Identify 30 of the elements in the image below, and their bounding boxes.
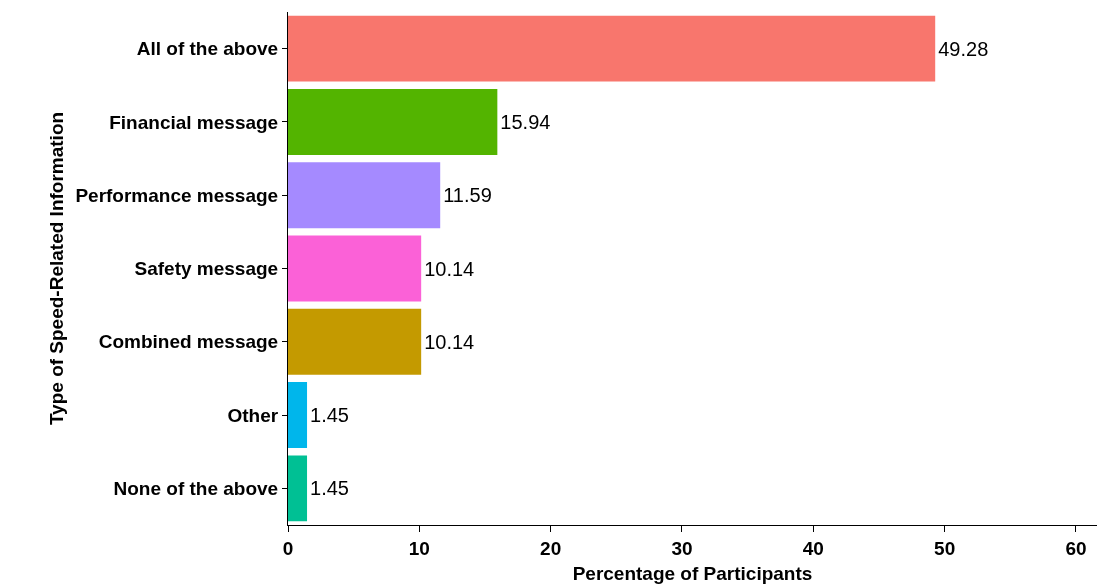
- bar: [288, 162, 441, 229]
- data-label: 1.45: [310, 477, 349, 500]
- x-tick-label: 50: [934, 537, 956, 559]
- x-tick-label: 60: [1065, 537, 1087, 559]
- data-label: 11.59: [443, 184, 492, 207]
- data-label: 49.28: [938, 37, 989, 60]
- bar: [288, 455, 308, 522]
- x-tick-label: 30: [671, 537, 693, 559]
- y-tick-label: Combined message: [98, 331, 279, 353]
- y-tick-label: Performance message: [75, 184, 279, 206]
- data-label: 10.14: [424, 330, 475, 353]
- y-tick-label: All of the above: [136, 38, 279, 60]
- bar: [288, 235, 422, 302]
- x-tick-label: 20: [540, 537, 562, 559]
- bar: [288, 88, 498, 155]
- x-tick-label: 40: [802, 537, 824, 559]
- x-tick-label: 0: [282, 537, 294, 559]
- bar: [288, 382, 308, 449]
- bar: [288, 15, 936, 82]
- data-label: 15.94: [500, 110, 551, 133]
- y-tick-label: Other: [227, 404, 279, 426]
- y-tick-label: None of the above: [113, 478, 279, 500]
- bar: [288, 308, 422, 375]
- y-axis-title: Type of Speed-Related Information: [46, 111, 68, 426]
- x-axis-title: Percentage of Participants: [572, 562, 813, 584]
- y-tick-label: Safety message: [134, 258, 279, 280]
- data-label: 10.14: [424, 257, 475, 280]
- x-tick-label: 10: [408, 537, 430, 559]
- data-label: 1.45: [310, 404, 349, 427]
- y-tick-label: Financial message: [109, 111, 279, 133]
